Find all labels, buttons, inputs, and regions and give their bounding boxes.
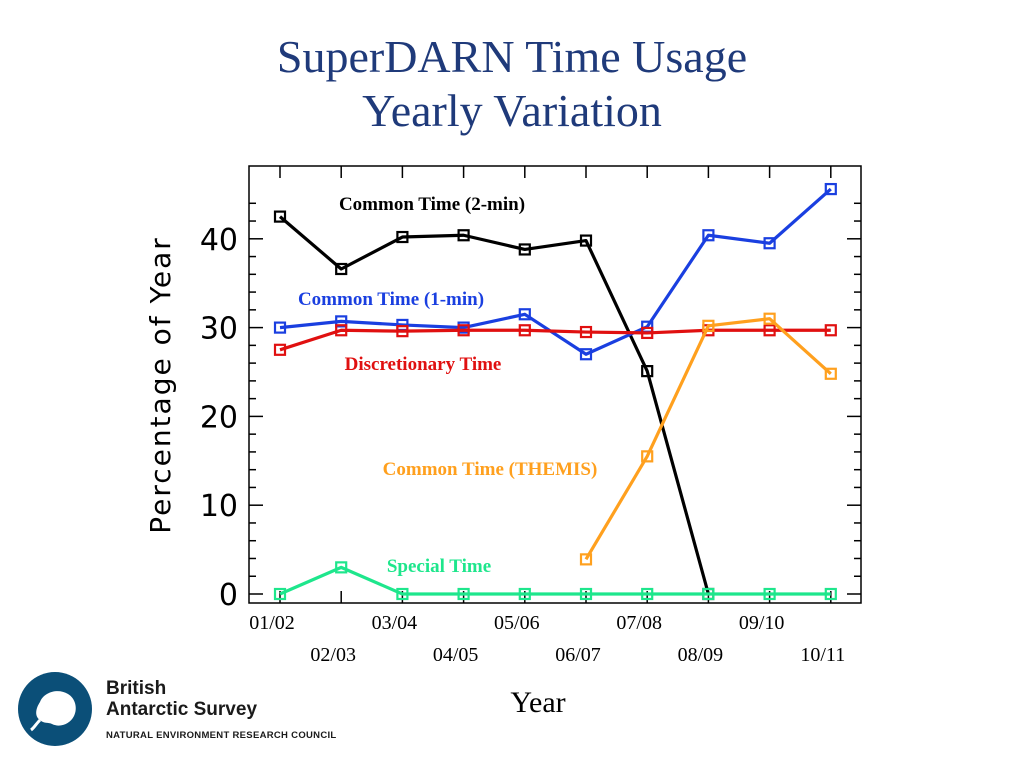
x-tick-label: 07/08: [616, 612, 662, 634]
series-label: Discretionary Time: [345, 354, 502, 375]
slide-title: SuperDARN Time Usage Yearly Variation: [0, 30, 1024, 138]
series-label: Common Time (THEMIS): [383, 459, 598, 480]
x-tick-label: 02/03: [310, 644, 356, 666]
series-line: [278, 215, 710, 595]
data-point: [702, 319, 715, 332]
data-point: [518, 243, 531, 256]
data-point: [335, 315, 348, 328]
y-axis-label: Percentage of Year: [144, 236, 177, 534]
data-point: [273, 210, 287, 223]
data-point: [579, 553, 593, 566]
plot-frame: [248, 165, 862, 604]
series-line: [279, 328, 831, 352]
series-2: [273, 324, 837, 356]
data-point: [641, 587, 654, 601]
x-axis: 01/02 02/03 03/04 04/05 05/06 06/07 07/08 08/09…: [249, 166, 845, 666]
series-4: [273, 561, 837, 601]
data-point: [518, 324, 531, 337]
data-point: [273, 587, 287, 601]
data-point: [763, 324, 776, 337]
data-point: [824, 587, 837, 601]
data-point: [702, 229, 715, 242]
series-label: Common Time (1-min): [298, 289, 484, 310]
series-labels: Common Time (2-min) Common Time (1-min) Di…: [298, 194, 597, 577]
data-point: [763, 312, 776, 325]
data-point: [641, 450, 654, 463]
y-tick-label: 10: [200, 489, 238, 524]
data-point: [273, 343, 287, 356]
series-label: Common Time (2-min): [339, 194, 525, 215]
x-tick-label: 04/05: [433, 644, 479, 666]
data-point: [335, 561, 348, 574]
data-point: [579, 348, 593, 361]
data-point: [457, 587, 470, 601]
series-label: Special Time: [387, 556, 491, 577]
x-tick-label: 01/02: [249, 612, 295, 634]
data-point: [824, 367, 837, 380]
x-tick-label: 08/09: [678, 644, 724, 666]
data-point: [641, 326, 654, 340]
x-tick-label: 05/06: [494, 612, 540, 634]
data-point: [579, 587, 593, 601]
series-3: [579, 312, 837, 566]
y-tick-label: 0: [219, 578, 238, 613]
data-point: [579, 234, 593, 247]
y-tick-label: 30: [200, 312, 238, 347]
x-tick-label: 10/11: [800, 644, 845, 666]
x-axis-label: Year: [510, 686, 565, 719]
y-tick-label: 20: [200, 400, 238, 435]
data-point: [824, 324, 837, 337]
data-point: [763, 237, 776, 250]
data-point: [824, 182, 837, 196]
data-point: [273, 321, 287, 334]
series-0: [273, 210, 715, 601]
series-layer: [273, 182, 837, 601]
data-point: [457, 324, 470, 337]
data-point: [457, 229, 470, 242]
series-line: [279, 565, 831, 596]
logo-name: British Antarctic Survey: [106, 678, 258, 720]
logo-subtitle: NATURAL ENVIRONMENT RESEARCH COUNCIL: [106, 730, 337, 741]
y-axis: 0 10 20 30 40: [200, 202, 861, 613]
series-line: [584, 317, 832, 561]
y-tick-label: 40: [200, 223, 238, 258]
title-line-2: Yearly Variation: [362, 85, 662, 136]
series-1: [273, 182, 837, 361]
data-point: [579, 325, 593, 339]
data-point: [396, 325, 409, 338]
data-point: [702, 587, 715, 601]
data-point: [641, 365, 654, 378]
title-line-1: SuperDARN Time Usage: [276, 31, 748, 82]
data-point: [335, 262, 348, 276]
bas-logo: British Antarctic Survey NATURAL ENVIRON…: [18, 672, 358, 752]
data-point: [396, 230, 409, 244]
data-point: [396, 587, 409, 601]
data-point: [763, 587, 776, 601]
antarctica-globe-icon: [18, 672, 92, 746]
data-point: [518, 587, 531, 601]
data-point: [518, 308, 531, 321]
x-tick-label: 09/10: [739, 612, 785, 634]
series-line: [279, 187, 832, 356]
data-point: [335, 324, 348, 337]
x-tick-label: 03/04: [372, 612, 418, 634]
x-tick-label: 06/07: [555, 644, 601, 666]
